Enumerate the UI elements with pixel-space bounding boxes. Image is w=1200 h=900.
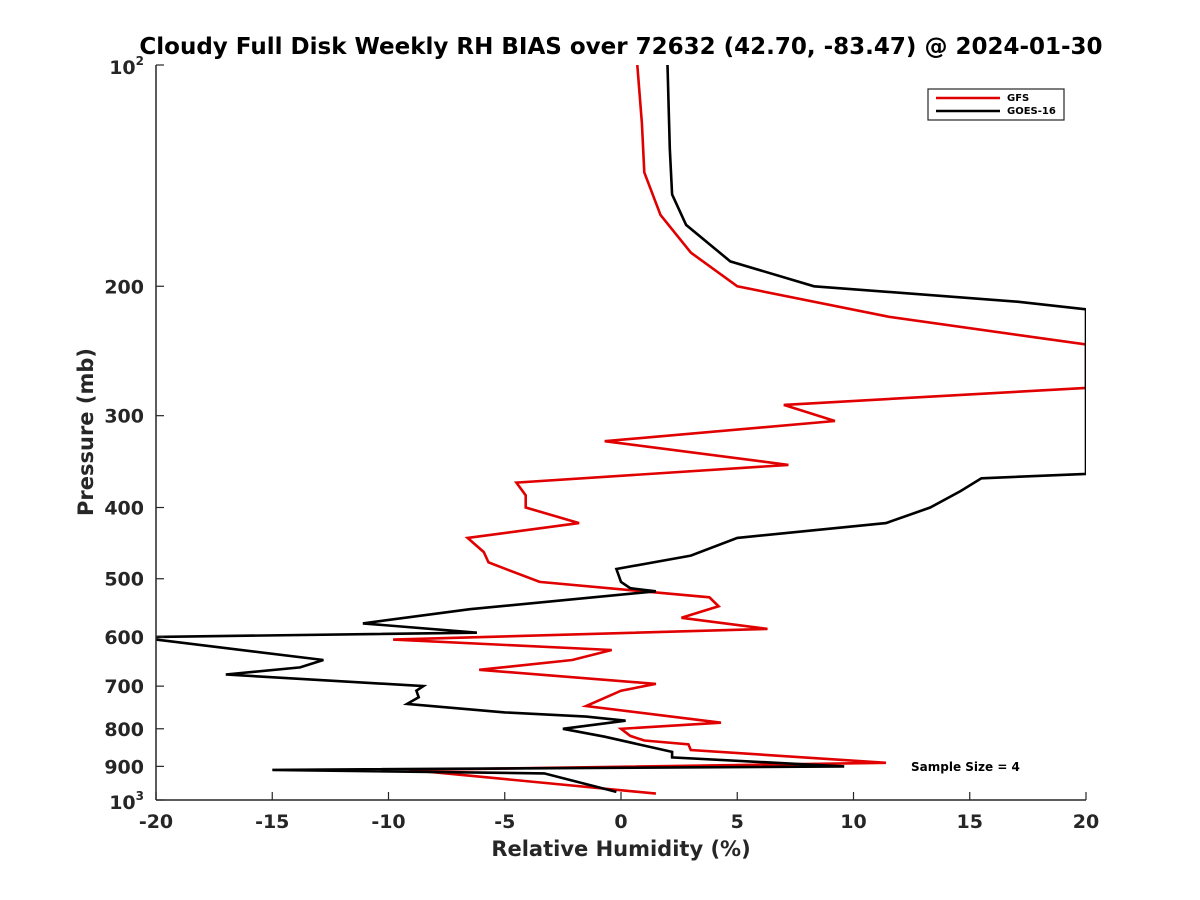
legend-label-goes16: GOES-16 <box>1007 106 1056 117</box>
y-tick-base: 10 <box>109 57 135 79</box>
y-tick-base: 10 <box>109 792 135 814</box>
y-tick-exponent: 3 <box>136 789 144 803</box>
legend-box <box>927 88 1065 121</box>
y-tick-label: 800 <box>104 719 144 741</box>
x-tick-label: 10 <box>840 811 866 833</box>
sample-size-annotation: Sample Size = 4 <box>911 760 1020 774</box>
y-tick-label: 900 <box>104 756 144 778</box>
x-tick-label: -10 <box>371 811 405 833</box>
legend: GFS GOES-16 <box>927 88 1065 121</box>
y-tick-label: 300 <box>104 406 144 428</box>
y-tick-label: 103 <box>109 789 144 814</box>
plot-area <box>156 65 1086 795</box>
chart-title: Cloudy Full Disk Weekly RH BIAS over 726… <box>139 34 1102 60</box>
y-tick-label: 500 <box>104 569 144 591</box>
x-tick-label: 5 <box>731 811 744 833</box>
series-line-goes16 <box>156 65 1086 794</box>
x-tick-label: 15 <box>957 811 983 833</box>
y-tick-label: 102 <box>109 54 144 79</box>
x-tick-label: 0 <box>614 811 627 833</box>
legend-label-gfs: GFS <box>1007 93 1029 104</box>
y-tick-exponent: 2 <box>136 54 144 68</box>
y-tick-label: 600 <box>104 627 144 649</box>
y-axis-label: Pressure (mb) <box>74 348 98 516</box>
x-tick-label: -5 <box>494 811 515 833</box>
x-tick-label: 20 <box>1073 811 1099 833</box>
x-tick-label: -20 <box>139 811 173 833</box>
y-tick-label: 400 <box>104 498 144 520</box>
series-line-gfs <box>393 65 1086 795</box>
x-tick-label: -15 <box>255 811 289 833</box>
x-axis-label: Relative Humidity (%) <box>491 837 750 861</box>
y-tick-label: 200 <box>104 276 144 298</box>
y-tick-label: 700 <box>104 676 144 698</box>
x-ticks: -20 -15 -10 -5 0 5 10 15 20 <box>139 792 1099 833</box>
